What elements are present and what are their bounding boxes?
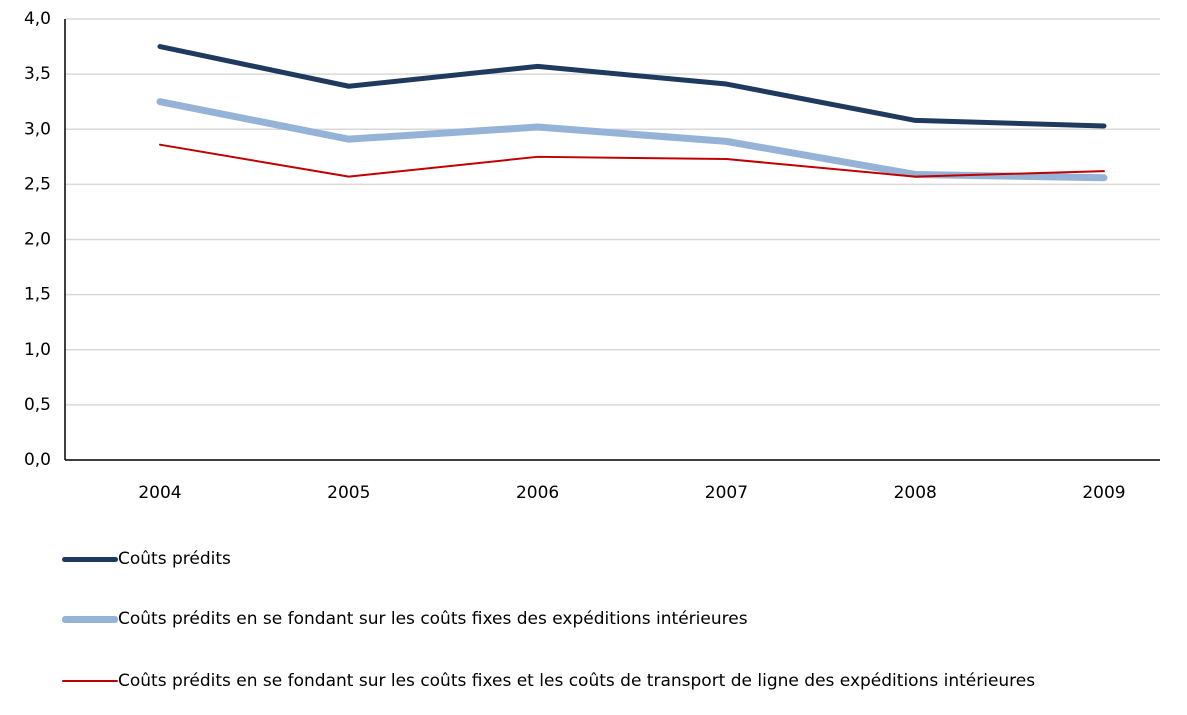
y-tick-label: 0,5: [24, 395, 51, 415]
x-tick-label: 2008: [894, 483, 937, 503]
legend-label: Coûts prédits en se fondant sur les coût…: [118, 609, 748, 629]
legend-swatch: [60, 608, 118, 630]
legend-line: [62, 615, 118, 623]
x-tick-label: 2007: [705, 483, 748, 503]
x-tick-label: 2004: [138, 483, 181, 503]
series-line: [157, 44, 1107, 129]
series-line: [156, 98, 1108, 182]
y-tick-label: 4,0: [24, 9, 51, 29]
legend-item: Coûts prédits en se fondant sur les coût…: [60, 670, 1170, 692]
legend-item: Coûts prédits: [60, 548, 1170, 570]
y-tick-label: 1,0: [24, 340, 51, 360]
x-tick-label: 2006: [516, 483, 559, 503]
legend-line: [62, 680, 118, 682]
x-tick-label: 2005: [327, 483, 370, 503]
legend-swatch: [60, 670, 118, 692]
legend-label: Coûts prédits: [118, 549, 231, 569]
y-tick-label: 3,5: [24, 64, 51, 84]
legend-line: [62, 556, 118, 562]
legend-item: Coûts prédits en se fondant sur les coût…: [60, 608, 1170, 630]
legend-label: Coûts prédits en se fondant sur les coût…: [118, 671, 1036, 691]
y-tick-label: 1,5: [24, 285, 51, 305]
y-tick-label: 2,0: [24, 230, 51, 250]
x-tick-label: 2009: [1082, 483, 1125, 503]
y-tick-label: 0,0: [24, 450, 51, 470]
chart: 0,0 0,5 1,0 1,5 2,0 2,5 3,0 3,5 4,0 2004 2005 2006 2…: [24, 9, 1160, 503]
y-tick-label: 3,0: [24, 119, 51, 139]
legend-swatch: [60, 548, 118, 570]
y-tick-label: 2,5: [24, 174, 51, 194]
series-line: [159, 143, 1105, 178]
